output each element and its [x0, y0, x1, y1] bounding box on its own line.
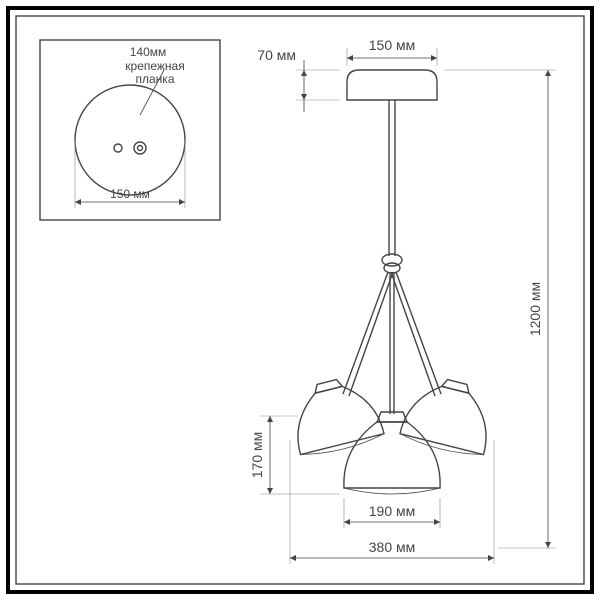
inset-dot	[114, 144, 122, 152]
rod	[389, 100, 395, 256]
junction	[382, 254, 402, 273]
inset-dim-150: 150 мм	[75, 187, 185, 208]
canopy	[347, 70, 437, 100]
dim-top-150: 150 мм	[347, 37, 437, 66]
dim-bottom-380: 380 мм	[290, 440, 494, 564]
inset-ring-inner	[138, 146, 143, 151]
inset-ring-outer	[134, 142, 146, 154]
dim-top-70-label: 70 мм	[257, 47, 296, 63]
shade-center	[344, 412, 440, 494]
inset-circle	[75, 85, 185, 195]
dim-bottom-190: 190 мм	[344, 498, 440, 528]
dim-top-150-label: 150 мм	[369, 37, 416, 53]
dimension-drawing: 140мм крепежная планка 150 мм 150 мм	[0, 0, 600, 600]
frame-inner	[16, 16, 584, 584]
frame-outer	[8, 8, 592, 592]
dim-right-1200: 1200 мм	[444, 70, 556, 548]
inset-label-sub2: планка	[136, 72, 175, 86]
dim-top-70: 70 мм	[257, 47, 340, 112]
inset-label-sub: крепежная	[125, 59, 184, 73]
dim-left-170: 170 мм	[249, 416, 340, 494]
dim-bottom-190-label: 190 мм	[369, 503, 416, 519]
shade-right	[399, 372, 499, 460]
shade-left	[285, 372, 385, 460]
inset-label-top: 140мм	[130, 45, 167, 59]
inset-top-view: 140мм крепежная планка 150 мм	[40, 40, 220, 220]
arms	[343, 272, 441, 414]
dim-right-1200-label: 1200 мм	[527, 282, 543, 336]
inset-dim-150-label: 150 мм	[110, 187, 150, 201]
dim-bottom-380-label: 380 мм	[369, 539, 416, 555]
dim-left-170-label: 170 мм	[249, 432, 265, 479]
